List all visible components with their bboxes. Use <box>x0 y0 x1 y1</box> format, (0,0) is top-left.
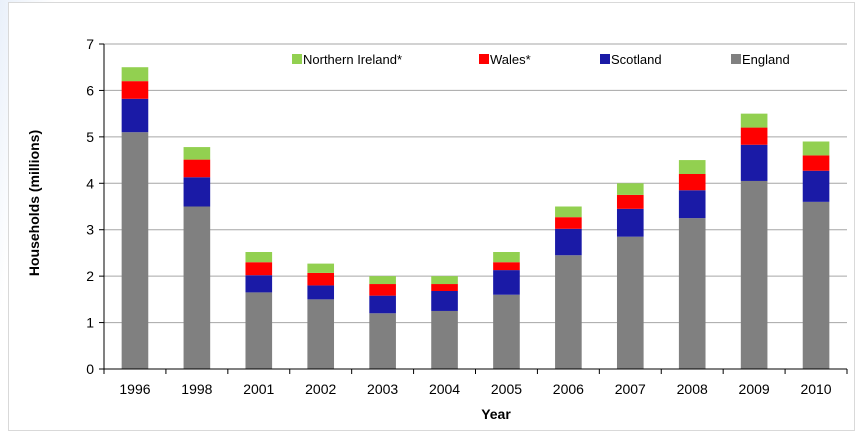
bar-segment-northern-ireland <box>555 206 582 218</box>
bar-segment-england <box>307 299 335 369</box>
x-tick-label: 2007 <box>615 381 646 397</box>
bar-segment-england <box>121 132 149 369</box>
x-tick-label: 2006 <box>553 381 584 397</box>
bar-segment-wales <box>678 174 706 191</box>
bar-segment-england <box>183 206 211 369</box>
bar-segment-northern-ireland <box>245 252 273 263</box>
x-tick-label: 1998 <box>181 381 212 397</box>
legend-swatch <box>600 54 610 64</box>
legend-item: Northern Ireland* <box>292 52 402 67</box>
bar-segment-england <box>431 310 458 369</box>
bar-segment-northern-ireland <box>431 276 458 285</box>
bar-segment-wales <box>431 284 458 291</box>
bar-segment-scotland <box>307 285 335 300</box>
x-tick-label: 2005 <box>491 381 522 397</box>
bar-segment-wales <box>493 262 520 271</box>
y-tick-labels: 0 1 2 3 4 5 6 7 <box>86 36 94 377</box>
y-axis-title: Households (millions) <box>26 130 42 276</box>
stacked-bar-chart: 0 1 2 3 4 5 6 7 1996 1998 2001 2002 2003 2004 2005 200… <box>26 36 848 422</box>
y-tick-label: 4 <box>86 175 94 191</box>
x-tick-label: 2010 <box>800 381 831 397</box>
bar-segment-england <box>678 218 706 369</box>
legend-label: Wales* <box>490 52 531 67</box>
legend-label: Northern Ireland* <box>303 52 402 67</box>
bar-segment-scotland <box>121 98 149 133</box>
legend: Northern Ireland* Wales* Scotland England <box>292 52 790 67</box>
legend-item: Wales* <box>479 52 531 67</box>
bar-segment-northern-ireland <box>616 183 644 195</box>
bar-segment-wales <box>183 159 211 178</box>
bar-segment-northern-ireland <box>121 67 149 82</box>
y-tick-label: 5 <box>86 129 94 145</box>
bar-segment-scotland <box>555 228 582 256</box>
bar-segment-wales <box>616 194 644 209</box>
x-tick-label: 2008 <box>677 381 708 397</box>
bar-segment-england <box>369 313 396 369</box>
bar-segment-northern-ireland <box>493 252 520 263</box>
bar-segment-wales <box>245 262 273 276</box>
bar-segment-scotland <box>493 270 520 295</box>
bar-segment-wales <box>802 155 830 171</box>
bar-segment-england <box>555 255 582 369</box>
legend-swatch <box>731 54 741 64</box>
legend-label: England <box>742 52 790 67</box>
bar-segment-northern-ireland <box>183 147 211 160</box>
bar-segment-england <box>493 294 520 369</box>
bar-segment-northern-ireland <box>740 113 768 128</box>
bar-segment-scotland <box>678 190 706 219</box>
y-tick-label: 1 <box>86 315 94 331</box>
bar-segment-wales <box>369 284 396 296</box>
bar-segment-wales <box>555 217 582 229</box>
legend-label: Scotland <box>611 52 662 67</box>
bar-segment-northern-ireland <box>678 160 706 174</box>
x-tick-label: 2004 <box>429 381 460 397</box>
y-tick-label: 3 <box>86 222 94 238</box>
y-tick-label: 7 <box>86 36 94 52</box>
x-tick-label: 2009 <box>739 381 770 397</box>
x-tick-label: 2002 <box>305 381 336 397</box>
x-tick-labels: 1996 1998 2001 2002 2003 2004 2005 2006 2007 2008… <box>119 381 831 397</box>
bar-segment-northern-ireland <box>307 263 335 273</box>
bar-segment-wales <box>121 81 149 99</box>
bar-segment-england <box>802 201 830 369</box>
bar-segment-england <box>740 180 768 369</box>
y-tick-label: 0 <box>86 361 94 377</box>
legend-item: England <box>731 52 790 67</box>
y-tick-label: 6 <box>86 82 94 98</box>
chart-frame: 0 1 2 3 4 5 6 7 1996 1998 2001 2002 2003 2004 2005 200… <box>8 2 855 431</box>
bars <box>121 67 830 369</box>
bar-segment-northern-ireland <box>802 141 830 156</box>
x-axis-title: Year <box>481 406 511 422</box>
bar-segment-scotland <box>369 295 396 314</box>
bar-segment-scotland <box>245 275 273 293</box>
x-tick-label: 1996 <box>119 381 150 397</box>
bar-segment-wales <box>307 272 335 286</box>
bar-segment-england <box>245 292 273 369</box>
bar-segment-wales <box>740 127 768 145</box>
legend-item: Scotland <box>600 52 662 67</box>
x-tick-label: 2001 <box>243 381 274 397</box>
bar-segment-scotland <box>802 170 830 202</box>
y-tick-label: 2 <box>86 268 94 284</box>
axes <box>99 43 848 374</box>
bar-segment-scotland <box>431 291 458 311</box>
bar-segment-scotland <box>740 144 768 181</box>
bar-segment-scotland <box>183 177 211 207</box>
bar-segment-england <box>616 236 644 369</box>
bar-segment-scotland <box>616 208 644 237</box>
x-tick-label: 2003 <box>367 381 398 397</box>
gridlines <box>104 43 847 324</box>
legend-swatch <box>292 54 302 64</box>
legend-swatch <box>479 54 489 64</box>
bar-segment-northern-ireland <box>369 276 396 285</box>
